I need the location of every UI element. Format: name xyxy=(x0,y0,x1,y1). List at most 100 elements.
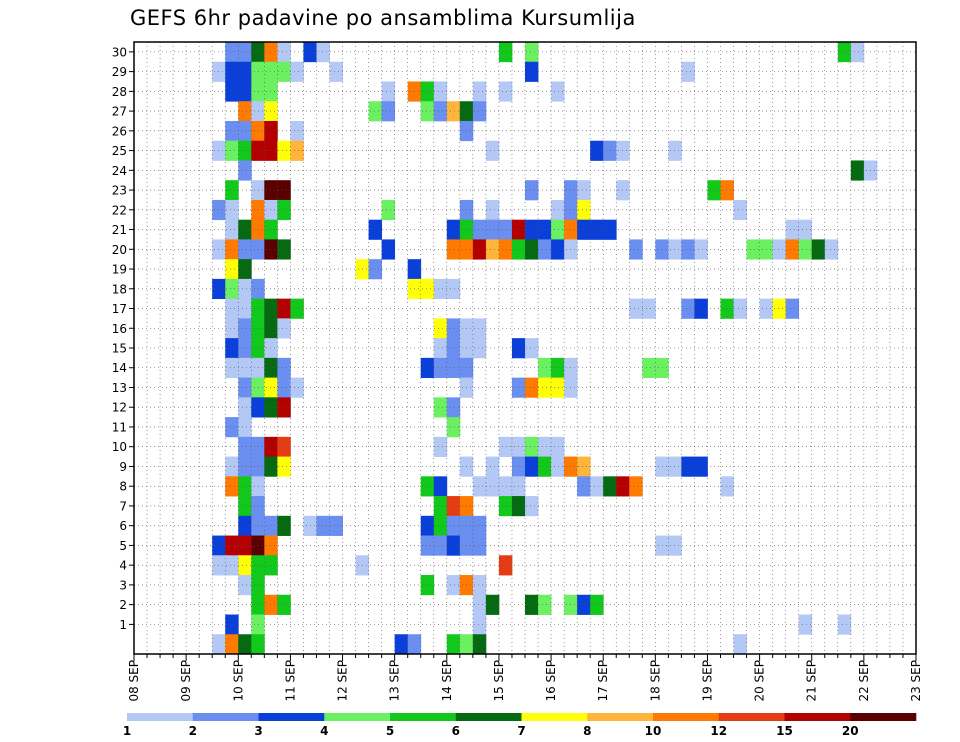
heatmap-cell xyxy=(525,456,539,477)
heatmap-cell xyxy=(225,61,239,82)
heatmap-cell xyxy=(694,298,708,319)
heatmap-cell xyxy=(368,101,383,122)
cells-layer xyxy=(212,42,878,655)
heatmap-cell xyxy=(264,436,278,457)
heatmap-cell xyxy=(525,377,539,398)
heatmap-cell xyxy=(225,456,239,477)
chart-title: GEFS 6hr padavine po ansamblima Kursumli… xyxy=(130,6,636,30)
x-tick-label: 20 SEP xyxy=(753,660,767,702)
heatmap-cell xyxy=(225,555,239,576)
y-tick-label: 30 xyxy=(112,45,127,59)
heatmap-cell xyxy=(264,140,278,161)
heatmap-cell xyxy=(433,436,448,457)
heatmap-cell xyxy=(264,81,278,102)
heatmap-cell xyxy=(238,515,252,536)
heatmap-cell xyxy=(642,357,656,379)
heatmap-cell xyxy=(472,219,487,240)
heatmap-cell xyxy=(238,476,252,497)
heatmap-cell xyxy=(485,219,500,240)
x-tick-label: 16 SEP xyxy=(544,660,558,702)
heatmap-cell xyxy=(264,515,278,536)
heatmap-cell xyxy=(785,219,800,240)
heatmap-cell xyxy=(368,219,383,240)
heatmap-cell xyxy=(446,496,461,517)
heatmap-cell xyxy=(772,239,787,260)
heatmap-cell xyxy=(772,298,787,319)
heatmap-cell xyxy=(225,318,239,339)
heatmap-cell xyxy=(681,456,695,477)
heatmap-cell xyxy=(225,634,239,655)
heatmap-cell xyxy=(694,456,708,477)
heatmap-cell xyxy=(850,160,865,181)
legend-label: 15 xyxy=(776,724,793,738)
heatmap-cell xyxy=(381,101,396,122)
heatmap-cell xyxy=(277,199,291,221)
y-tick-label: 11 xyxy=(112,420,127,434)
heatmap-cell xyxy=(290,298,304,319)
heatmap-cell xyxy=(238,377,252,398)
heatmap-cell xyxy=(824,239,839,260)
heatmap-cell xyxy=(485,140,500,161)
heatmap-cell xyxy=(316,515,330,536)
legend-label: 2 xyxy=(189,724,197,738)
heatmap-cell xyxy=(238,338,252,359)
legend: 1 2 3 4 5 6 7 8 10 12 15 20 xyxy=(123,713,917,738)
x-tick-label: 08 SEP xyxy=(127,660,141,702)
heatmap-cell xyxy=(420,101,435,122)
legend-swatch xyxy=(324,713,391,721)
heatmap-cell xyxy=(551,377,565,398)
heatmap-cell xyxy=(525,594,539,615)
heatmap-cell xyxy=(603,140,617,161)
x-tick-label: 23 SEP xyxy=(909,660,923,702)
heatmap-cell xyxy=(850,42,865,63)
heatmap-cell xyxy=(551,239,565,260)
heatmap-cell xyxy=(238,535,252,556)
heatmap-cell xyxy=(694,239,708,260)
heatmap-cell xyxy=(381,81,396,102)
heatmap-cell xyxy=(446,101,461,122)
heatmap-cell xyxy=(681,239,695,260)
y-tick-label: 20 xyxy=(112,243,127,257)
heatmap-cell xyxy=(433,81,448,102)
heatmap-cell xyxy=(277,180,291,201)
y-tick-label: 23 xyxy=(112,184,127,198)
heatmap-cell xyxy=(264,61,278,82)
heatmap-cell xyxy=(264,180,278,201)
heatmap-cell xyxy=(238,259,252,280)
heatmap-cell xyxy=(433,515,448,536)
heatmap-cell xyxy=(238,397,252,418)
legend-label: 10 xyxy=(645,724,662,738)
x-tick-label: 22 SEP xyxy=(857,660,871,702)
heatmap-cell xyxy=(733,634,747,655)
heatmap-cell xyxy=(551,436,565,457)
y-tick-label: 29 xyxy=(112,65,127,79)
heatmap-cell xyxy=(577,456,591,477)
heatmap-cell xyxy=(472,634,487,655)
heatmap-cell xyxy=(551,357,565,379)
heatmap-cell xyxy=(446,417,461,438)
y-tick-label: 25 xyxy=(112,144,127,158)
heatmap-cell xyxy=(225,199,239,221)
heatmap-cell xyxy=(798,614,813,635)
heatmap-cell xyxy=(525,42,539,63)
heatmap-cell xyxy=(525,239,539,260)
heatmap-cell xyxy=(472,575,487,596)
heatmap-cell xyxy=(277,239,291,260)
heatmap-cell xyxy=(629,298,643,319)
heatmap-cell xyxy=(277,397,291,418)
heatmap-cell xyxy=(433,278,448,300)
heatmap-cell xyxy=(225,259,239,280)
heatmap-cell xyxy=(225,219,239,240)
legend-label: 7 xyxy=(517,724,525,738)
heatmap-cell xyxy=(381,239,396,260)
heatmap-cell xyxy=(577,180,591,201)
heatmap-cell xyxy=(225,42,239,63)
heatmap-cell xyxy=(577,594,591,615)
heatmap-cell xyxy=(498,555,513,576)
y-tick-label: 14 xyxy=(112,361,127,375)
x-tick-label: 18 SEP xyxy=(648,660,662,702)
heatmap-cell xyxy=(238,219,252,240)
heatmap-cell xyxy=(238,239,252,260)
heatmap-cell xyxy=(277,377,291,398)
legend-swatch xyxy=(455,713,522,721)
